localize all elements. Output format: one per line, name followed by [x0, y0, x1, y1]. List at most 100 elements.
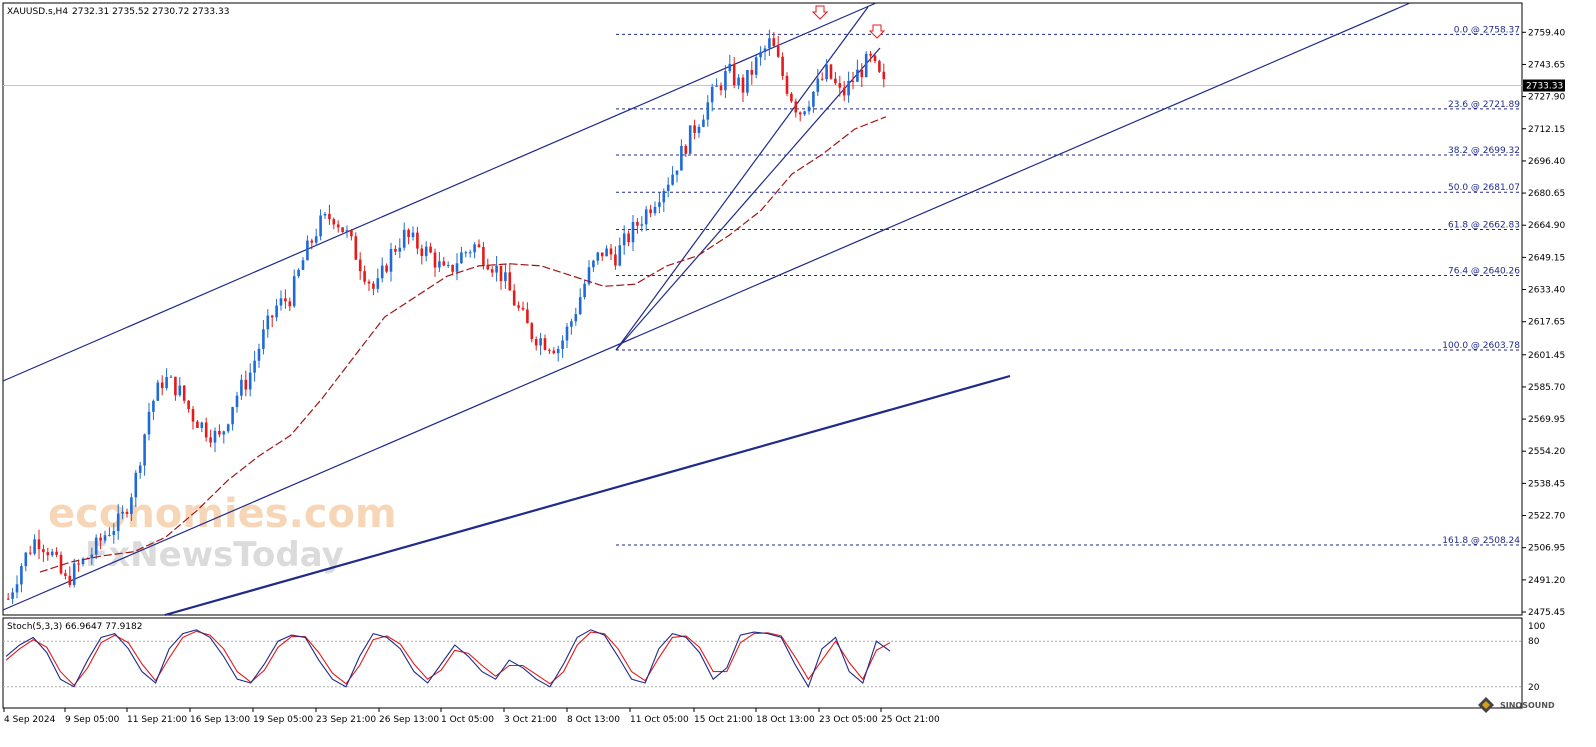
candle — [460, 246, 463, 264]
candle — [693, 119, 696, 140]
candle-body — [460, 252, 463, 264]
candle — [6, 592, 10, 601]
candle — [583, 279, 586, 300]
candle-body — [270, 315, 274, 318]
candle — [37, 529, 41, 560]
candle — [864, 51, 868, 78]
candle-body — [429, 246, 432, 253]
candle — [468, 249, 472, 258]
candle-body — [328, 213, 331, 220]
candle-body — [442, 261, 446, 266]
candle — [248, 363, 252, 397]
candle — [257, 343, 261, 368]
candle-body — [182, 385, 186, 401]
candle-body — [856, 69, 859, 82]
price-axis-label: 2601.45 — [1528, 351, 1565, 361]
candle — [59, 551, 63, 575]
candle — [407, 228, 410, 245]
price-axis-label: 2554.20 — [1528, 447, 1565, 457]
candle-body — [134, 472, 138, 498]
candle-body — [495, 265, 498, 273]
candle-body — [477, 244, 481, 247]
candle-body — [275, 305, 278, 318]
price-axis-label: 2712.15 — [1528, 125, 1565, 135]
price-axis-label: 2696.40 — [1528, 157, 1565, 167]
candle-body — [724, 71, 727, 91]
candle-body — [37, 539, 41, 550]
candle — [270, 314, 274, 328]
candle — [644, 205, 648, 231]
candle — [55, 547, 58, 558]
candle — [851, 71, 855, 90]
fib-level-label: 61.8 @ 2662.83 — [1448, 220, 1520, 230]
candle — [776, 35, 780, 58]
candle — [367, 279, 371, 292]
candle — [200, 421, 204, 433]
candle — [429, 242, 432, 254]
candle — [165, 368, 168, 391]
price-axis-label: 2617.65 — [1528, 318, 1565, 328]
candle-body — [284, 298, 287, 302]
candle — [178, 376, 182, 397]
candle-body — [152, 400, 155, 412]
candle-body — [759, 51, 762, 58]
candle — [143, 433, 146, 476]
fib-level-label: 100.0 @ 2603.78 — [1442, 341, 1520, 351]
candle — [592, 259, 595, 272]
candle-body — [627, 233, 630, 243]
price-axis-label: 2522.70 — [1528, 512, 1565, 522]
candle-body — [68, 575, 72, 585]
candle — [710, 83, 714, 112]
candle-body — [33, 539, 36, 554]
candle-body — [363, 271, 366, 282]
candle-body — [20, 566, 23, 585]
candle — [512, 284, 516, 306]
candle — [473, 242, 476, 259]
candle — [680, 139, 683, 171]
candle — [380, 257, 384, 283]
candle-body — [50, 551, 54, 556]
candle — [130, 493, 133, 521]
candle-body — [719, 85, 723, 91]
candle — [336, 220, 340, 233]
candle — [174, 376, 177, 401]
candle-body — [605, 248, 608, 257]
main-plot-frame — [2, 2, 1523, 616]
candle — [438, 251, 441, 273]
candle — [539, 332, 542, 356]
candle-body — [671, 174, 674, 185]
candle — [627, 230, 630, 247]
candle-body — [838, 83, 842, 88]
candle — [64, 569, 67, 580]
candle — [125, 508, 129, 518]
candle — [477, 239, 481, 248]
candle — [182, 385, 186, 404]
candle — [759, 46, 762, 66]
fib-level-label: 50.0 @ 2681.07 — [1448, 183, 1520, 193]
candle-body — [482, 246, 485, 265]
time-axis-label: 25 Oct 21:00 — [881, 715, 940, 725]
price-axis-label: 2680.65 — [1528, 189, 1565, 199]
candle — [108, 527, 111, 537]
candle-body — [332, 219, 336, 225]
candle-body — [407, 229, 410, 238]
candle — [750, 61, 754, 85]
candle-body — [125, 511, 129, 514]
candle-body — [688, 125, 692, 154]
candle-body — [504, 272, 507, 282]
candle — [649, 204, 652, 218]
stoch-axis-label: 80 — [1528, 637, 1540, 647]
candle — [600, 252, 604, 261]
candle-body — [556, 348, 560, 354]
candle — [319, 209, 322, 241]
candle-body — [596, 252, 600, 261]
candle-body — [702, 119, 705, 127]
candle — [20, 563, 23, 593]
candle-body — [565, 326, 569, 341]
candle — [24, 551, 28, 572]
candle-body — [99, 537, 102, 541]
price-axis-label: 2491.20 — [1528, 576, 1565, 586]
candle-body — [112, 531, 116, 535]
candle — [376, 268, 380, 293]
candle — [424, 241, 428, 262]
